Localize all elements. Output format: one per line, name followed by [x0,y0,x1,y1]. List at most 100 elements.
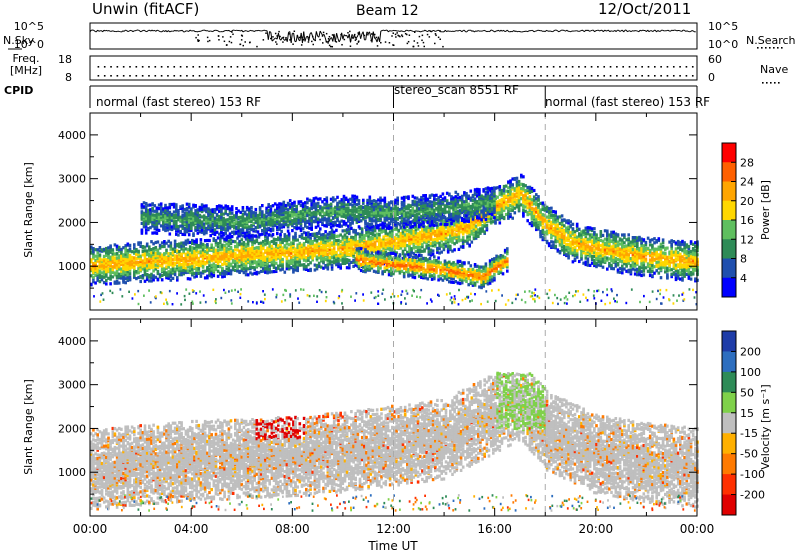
power-cell [213,274,216,277]
power-cell [662,238,665,241]
power-cell [208,239,211,242]
power-cell [145,231,148,234]
power-cell [195,238,198,241]
power-cell [271,245,274,248]
power-cell [129,244,132,247]
power-cell [280,230,283,233]
power-cell [257,230,260,233]
power-cell [499,185,502,188]
power-cell [518,180,521,183]
power-cell [561,214,564,217]
power-cell [576,223,579,226]
power-cell [293,201,296,204]
power-cell [275,262,278,265]
power-cell [453,248,456,251]
power-heatmap-cells [90,174,699,306]
power-cell [462,245,465,248]
power-cell [192,232,195,235]
power-cell [486,227,489,230]
power-cell [146,243,149,246]
power-cell [261,210,264,213]
power-cell [287,230,290,233]
power-cell [284,271,287,274]
power-cell [205,204,208,207]
power-cell [576,256,579,259]
power-cell [139,280,142,283]
power-cell [188,233,191,236]
power-cell [156,232,159,235]
power-cell [537,198,540,201]
power-cell [529,195,532,198]
power-cell [250,206,253,209]
power-cell [354,229,357,232]
power-cell [318,230,321,233]
power-cell [522,175,525,178]
power-cell [230,272,233,275]
power-cell [221,267,224,270]
power-cell [172,277,175,280]
power-cell [296,238,299,241]
power-cell [593,227,596,230]
power-cell [129,247,132,250]
power-cell [289,199,292,202]
power-cell [335,229,338,232]
power-cell [158,229,161,232]
power-cell [272,233,275,236]
power-cell [610,264,613,267]
power-cell [309,261,312,264]
power-cell [141,229,144,232]
power-cell [118,281,121,284]
power-cell [137,250,140,253]
power-cell [511,183,514,186]
power-cell [231,235,234,238]
power-cell [157,240,160,243]
power-cell [627,233,630,236]
power-cell [533,189,536,192]
power-cell [109,282,112,285]
power-cell [471,241,474,244]
power-cell [432,249,435,252]
power-cell [242,206,245,209]
power-cell [170,241,173,244]
power-cell [602,234,605,237]
power-cell [129,272,132,275]
power-cell [169,232,172,235]
power-cell [105,282,108,285]
power-cell [241,238,244,241]
power-cell [645,241,648,244]
power-cell [219,239,222,242]
power-cell [509,213,512,216]
power-cell [690,278,693,281]
power-cell [160,202,163,205]
power-cell [309,268,312,271]
power-cell [188,203,191,206]
power-cell [283,201,286,204]
power-cell [606,230,609,233]
power-cell [550,207,553,210]
power-cell [645,258,648,261]
power-cell [623,241,626,244]
power-cell [174,273,177,276]
power-cell [572,227,575,230]
power-cell [664,252,667,255]
power-cell [339,267,342,270]
power-cell [587,257,590,260]
power-cell [660,276,663,279]
power-cell [499,221,502,224]
power-cell [210,244,213,247]
power-cell [231,205,234,208]
power-cell [161,278,164,281]
power-cell [617,233,620,236]
power-cell [554,245,557,248]
power-cell [279,233,282,236]
power-cell [157,270,160,273]
power-cell [176,276,179,279]
power-cell [666,273,669,276]
power-cell [99,253,102,256]
power-cell [255,208,258,211]
power-cell [643,270,646,273]
power-cell [194,204,197,207]
power-cell [361,227,364,230]
power-cell [299,260,302,263]
